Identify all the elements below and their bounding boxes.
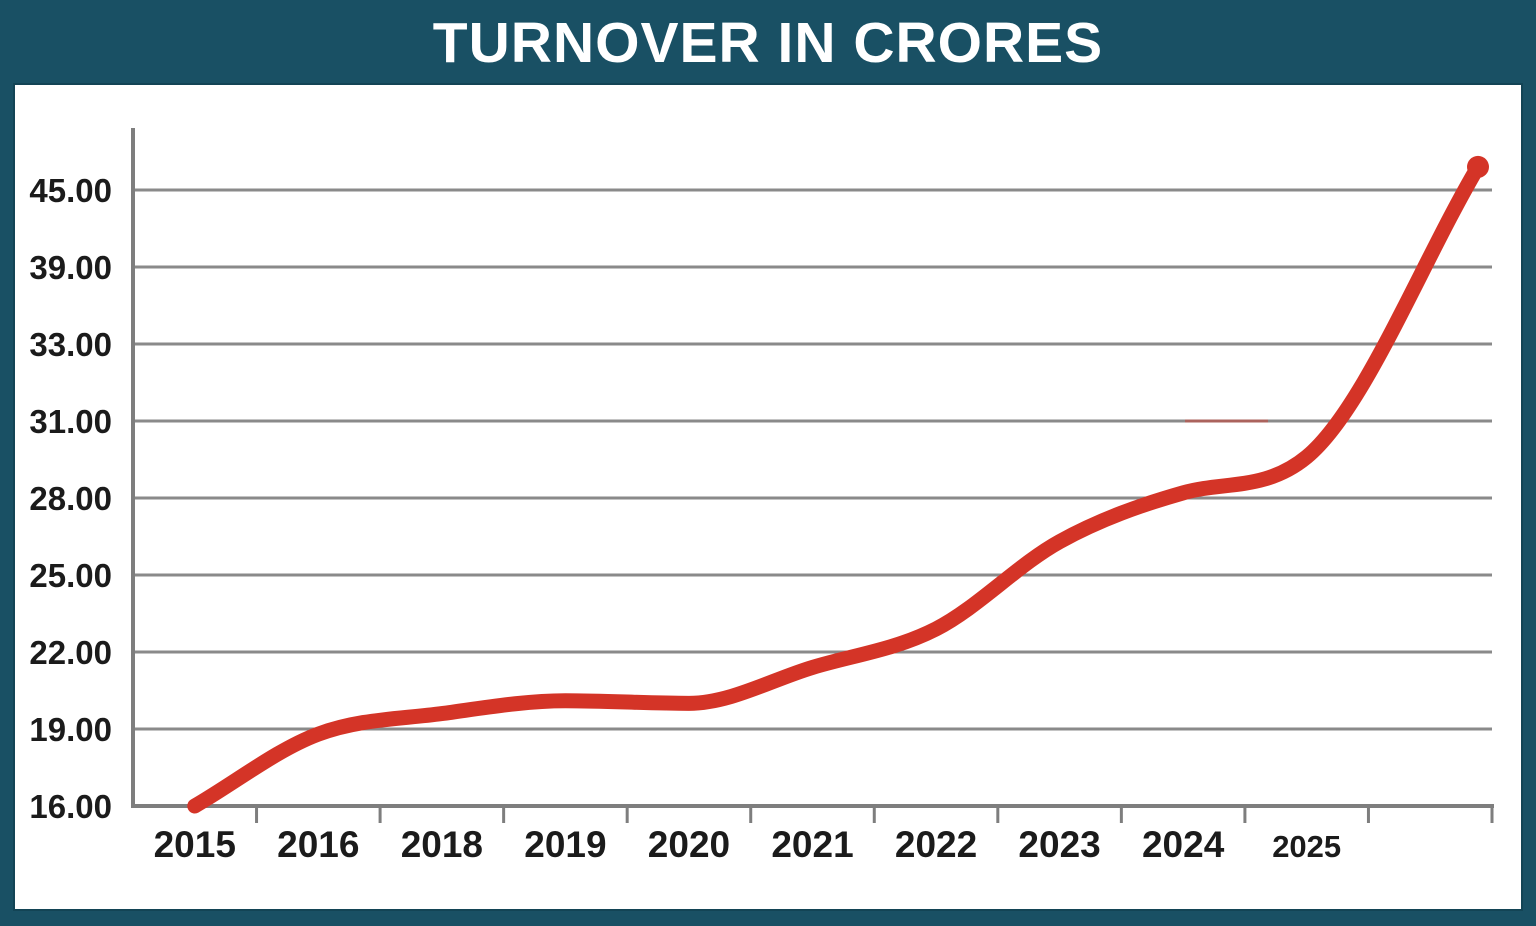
x-axis-label: 2025 xyxy=(1272,829,1341,864)
x-axis-label: 2016 xyxy=(277,824,359,865)
x-axis-label: 2019 xyxy=(524,824,606,865)
x-axis-label: 2015 xyxy=(154,824,236,865)
turnover-line xyxy=(187,159,1486,814)
y-axis-label: 39.00 xyxy=(29,249,112,286)
y-axis-label: 45.00 xyxy=(29,172,112,209)
title-band: TURNOVER IN CRORES xyxy=(0,0,1536,85)
y-axis-label: 31.00 xyxy=(29,403,112,440)
y-axis-label: 22.00 xyxy=(29,634,112,671)
x-axis-label: 2024 xyxy=(1142,824,1225,865)
y-axis-label: 19.00 xyxy=(29,711,112,748)
x-axis-label: 2018 xyxy=(401,824,483,865)
x-axis-label: 2022 xyxy=(895,824,977,865)
line-endpoint xyxy=(1467,155,1489,178)
y-axis-label: 25.00 xyxy=(29,557,112,594)
x-axis-label: 2020 xyxy=(648,824,730,865)
y-axis-label: 33.00 xyxy=(29,326,112,363)
x-axis-label: 2023 xyxy=(1018,824,1100,865)
x-axis-label: 2021 xyxy=(771,824,853,865)
chart-title: TURNOVER IN CRORES xyxy=(432,10,1104,75)
y-axis-label: 16.00 xyxy=(29,788,112,825)
y-axis-label: 28.00 xyxy=(29,480,112,517)
